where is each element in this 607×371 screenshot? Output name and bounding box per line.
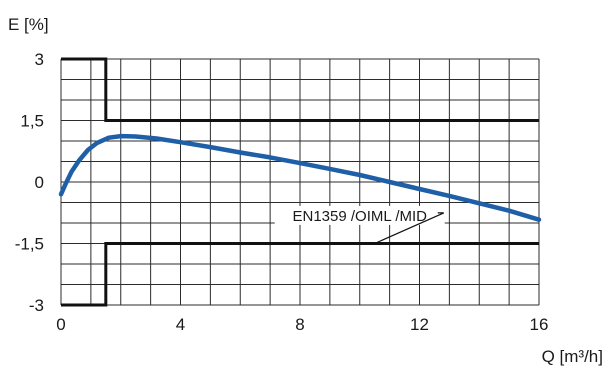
y-tick-label: 3 <box>35 50 44 69</box>
y-tick-label: 1,5 <box>20 112 44 131</box>
y-tick-label: 0 <box>35 173 44 192</box>
x-tick-label: 8 <box>295 315 304 334</box>
x-tick-label: 0 <box>56 315 65 334</box>
series-line-1 <box>58 133 542 222</box>
x-tick-label: 4 <box>176 315 185 334</box>
y-tick-label: -1,5 <box>15 235 44 254</box>
series-group <box>58 133 542 222</box>
annotation-background <box>274 205 445 225</box>
x-tick-label: 12 <box>410 315 429 334</box>
tick-labels: 0 4 8 12 16 3 1,5 0 -1,5 -3 <box>15 50 549 334</box>
annotation-leader <box>374 212 444 245</box>
annotation-label: EN1359 /OIML /MID <box>293 208 428 225</box>
y-axis-title: E [%] <box>8 15 49 34</box>
grid <box>60 58 540 306</box>
x-tick-label: 16 <box>530 315 549 334</box>
annotations: EN1359 /OIML /MID <box>274 205 445 245</box>
limit-line-lower <box>61 242 539 307</box>
x-axis-title: Q [m³/h] <box>542 347 603 366</box>
tolerance-limits <box>61 57 539 307</box>
limit-line-upper <box>61 57 539 122</box>
y-tick-label: -3 <box>29 296 44 315</box>
